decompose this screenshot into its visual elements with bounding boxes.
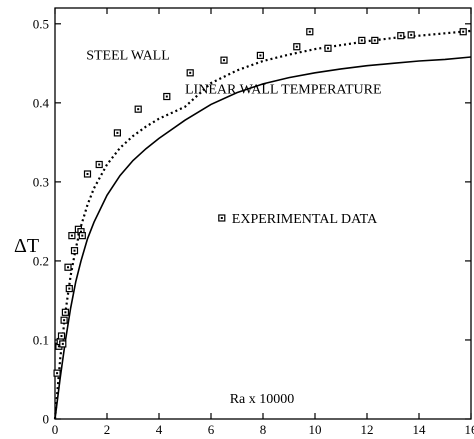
marker-dot [295, 45, 298, 48]
data-point [59, 340, 67, 348]
marker-dot [64, 311, 67, 314]
y-ticks: 0 0.1 0.2 0.3 0.4 0.5 [33, 16, 471, 427]
marker-dot [57, 345, 60, 348]
steel-wall-line [53, 29, 472, 420]
data-point [324, 44, 332, 52]
marker-dot [259, 54, 262, 57]
x-tick-label: 10 [309, 422, 322, 437]
marker-dot [80, 230, 82, 233]
y-tick-label: 0 [43, 412, 50, 427]
data-point [60, 316, 68, 324]
y-tick-label: 0.5 [33, 16, 49, 31]
marker-dot [86, 172, 89, 175]
marker-dot [63, 319, 66, 322]
marker-dot [308, 30, 311, 33]
marker-dot [223, 59, 225, 62]
marker-dot [360, 39, 363, 42]
series-lines [53, 29, 472, 420]
y-tick-label: 0.3 [33, 174, 49, 189]
data-point [78, 232, 86, 240]
x-tick-label: 2 [104, 422, 111, 437]
marker-dot [165, 95, 168, 98]
x-tick-label: 4 [156, 422, 163, 437]
data-point [407, 31, 415, 39]
x-tick-label: 8 [260, 422, 267, 437]
marker-dot [73, 249, 76, 252]
marker-dot [462, 30, 465, 33]
data-point [371, 36, 379, 45]
linear-wall-temperature-line [54, 56, 472, 420]
marker-dot [137, 108, 140, 111]
data-point [163, 92, 171, 101]
x-tick-label: 16 [465, 422, 474, 437]
marker-dot [70, 234, 73, 237]
data-point [83, 170, 92, 178]
marker-dot [220, 216, 223, 219]
data-point [68, 232, 76, 240]
annotations: STEEL WALL LINEAR WALL TEMPERATURE EXPERIM… [86, 48, 381, 227]
x-tick-label: 14 [413, 422, 427, 437]
y-tick-label: 0.2 [33, 253, 49, 268]
x-axis-label: Ra x 10000 [230, 392, 295, 407]
data-point [61, 308, 70, 316]
marker-dot [189, 71, 192, 74]
annotation-label: STEEL WALL [86, 48, 170, 63]
data-point [64, 263, 72, 271]
x-tick-label: 12 [361, 422, 374, 437]
data-points [53, 28, 467, 377]
annotation-label: LINEAR WALL TEMPERATURE [185, 82, 382, 97]
data-point [397, 32, 405, 40]
marker-dot [81, 234, 84, 237]
data-point [186, 69, 194, 77]
x-ticks: 0 2 4 6 8 10 12 14 16 [52, 8, 474, 437]
data-point [358, 36, 366, 45]
marker-dot [116, 131, 119, 134]
x-tick-label: 0 [52, 422, 59, 437]
data-point [65, 284, 73, 293]
data-point [95, 160, 103, 169]
y-tick-label: 0.4 [33, 95, 50, 110]
annotation-label: EXPERIMENTAL DATA [232, 212, 378, 227]
marker-dot [60, 335, 63, 338]
x-tick-label: 6 [208, 422, 215, 437]
marker-dot [98, 163, 101, 166]
legend-marker [218, 214, 226, 222]
marker-dot [56, 372, 59, 375]
data-point [306, 28, 314, 36]
marker-dot [68, 287, 71, 290]
marker-dot [67, 266, 69, 269]
data-point [134, 105, 142, 113]
marker-dot [399, 34, 402, 37]
data-point [53, 369, 61, 377]
data-point [113, 129, 122, 137]
y-tick-label: 0.1 [33, 332, 49, 347]
data-point [70, 247, 79, 255]
y-axis-label: ΔT [14, 235, 39, 257]
data-point [459, 28, 467, 36]
data-point [220, 56, 228, 64]
marker-dot [410, 33, 413, 36]
data-point [57, 332, 66, 340]
data-point [256, 51, 264, 60]
data-point [293, 43, 301, 51]
marker-dot [373, 39, 376, 42]
marker-dot [327, 47, 329, 50]
marker-dot [61, 342, 64, 345]
